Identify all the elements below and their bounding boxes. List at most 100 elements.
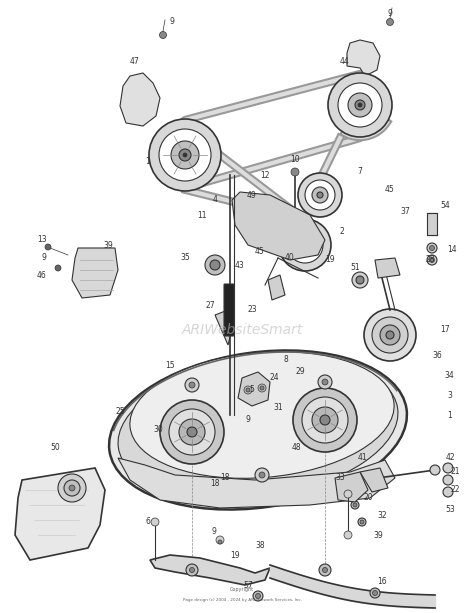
Text: 21: 21 (450, 468, 460, 476)
Circle shape (305, 180, 335, 210)
Polygon shape (360, 468, 388, 492)
Circle shape (358, 518, 366, 526)
Circle shape (185, 378, 199, 392)
Text: 29: 29 (295, 368, 305, 376)
Circle shape (159, 31, 166, 39)
Circle shape (287, 227, 323, 263)
Circle shape (355, 100, 365, 110)
Circle shape (260, 386, 264, 390)
Circle shape (351, 501, 359, 509)
Text: 24: 24 (269, 373, 279, 383)
Text: 16: 16 (377, 577, 387, 587)
Circle shape (255, 593, 261, 598)
Circle shape (301, 241, 309, 249)
Circle shape (373, 590, 377, 595)
Circle shape (380, 325, 400, 345)
Circle shape (352, 272, 368, 288)
Text: 9: 9 (211, 528, 217, 536)
Circle shape (386, 18, 393, 26)
Text: 13: 13 (37, 235, 47, 245)
Text: ARIWebsiteSmart: ARIWebsiteSmart (182, 323, 303, 337)
Circle shape (45, 244, 51, 250)
Text: 31: 31 (273, 403, 283, 413)
Text: 34: 34 (444, 370, 454, 379)
Circle shape (210, 260, 220, 270)
Circle shape (187, 427, 197, 437)
Text: 38: 38 (255, 541, 265, 549)
Text: 3: 3 (447, 390, 453, 400)
Circle shape (443, 475, 453, 485)
Circle shape (183, 153, 187, 157)
Text: 17: 17 (440, 326, 450, 335)
Polygon shape (72, 248, 118, 298)
Circle shape (169, 409, 215, 455)
Text: 39: 39 (373, 530, 383, 539)
Circle shape (318, 375, 332, 389)
Circle shape (149, 119, 221, 191)
Circle shape (179, 419, 205, 445)
Text: 1: 1 (146, 158, 150, 167)
Circle shape (298, 173, 342, 217)
Text: 9: 9 (388, 9, 392, 18)
Text: 9: 9 (42, 254, 46, 262)
Text: 42: 42 (445, 454, 455, 462)
Circle shape (427, 255, 437, 265)
Polygon shape (347, 40, 380, 76)
Text: 48: 48 (291, 443, 301, 452)
Polygon shape (150, 555, 270, 585)
Text: 22: 22 (450, 485, 460, 495)
Circle shape (55, 265, 61, 271)
Circle shape (427, 243, 437, 253)
Circle shape (429, 257, 435, 262)
Circle shape (218, 540, 222, 544)
Polygon shape (232, 192, 325, 260)
Text: 18: 18 (210, 479, 220, 487)
Circle shape (356, 276, 364, 284)
Circle shape (160, 400, 224, 464)
Text: 4: 4 (212, 196, 218, 205)
Circle shape (344, 531, 352, 539)
Circle shape (291, 214, 299, 222)
Polygon shape (15, 468, 105, 560)
Text: 19: 19 (230, 550, 240, 560)
Circle shape (189, 382, 195, 388)
Text: 7: 7 (357, 167, 363, 177)
Circle shape (279, 219, 331, 271)
Circle shape (302, 397, 348, 443)
Text: 43: 43 (235, 261, 245, 270)
Circle shape (370, 588, 380, 598)
Text: 11: 11 (197, 210, 207, 219)
Text: 46: 46 (37, 270, 47, 280)
Circle shape (319, 564, 331, 576)
Circle shape (443, 463, 453, 473)
Text: 20: 20 (363, 493, 373, 503)
FancyBboxPatch shape (224, 284, 234, 336)
Text: 45: 45 (255, 248, 265, 256)
Polygon shape (118, 458, 395, 508)
Circle shape (64, 480, 80, 496)
Text: 30: 30 (153, 425, 163, 435)
Circle shape (358, 103, 362, 107)
Circle shape (186, 564, 198, 576)
Text: 8: 8 (283, 356, 288, 365)
Text: 5: 5 (250, 386, 255, 395)
Circle shape (344, 490, 352, 498)
Text: Page design (c) 2004 - 2024 by ARI Network Services, Inc.: Page design (c) 2004 - 2024 by ARI Netwo… (182, 598, 301, 602)
Polygon shape (215, 310, 232, 345)
Circle shape (317, 192, 323, 198)
Circle shape (430, 465, 440, 475)
Circle shape (179, 149, 191, 161)
Text: 54: 54 (440, 200, 450, 210)
Text: 12: 12 (260, 170, 270, 180)
Polygon shape (268, 275, 285, 300)
Circle shape (244, 386, 252, 394)
Circle shape (322, 568, 328, 573)
Polygon shape (238, 372, 270, 406)
Text: 15: 15 (165, 360, 175, 370)
Circle shape (312, 187, 328, 203)
Text: 1: 1 (447, 411, 452, 419)
Text: 32: 32 (377, 511, 387, 519)
Text: 33: 33 (335, 473, 345, 482)
Circle shape (328, 73, 392, 137)
Text: 28: 28 (425, 256, 435, 264)
